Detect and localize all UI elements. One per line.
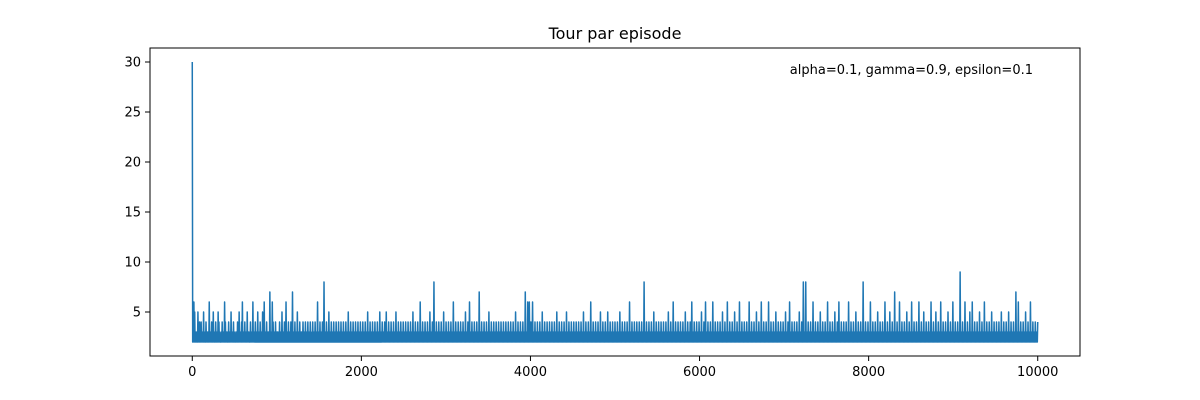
y-tick-label: 30 xyxy=(124,56,141,71)
series-group xyxy=(191,61,1039,343)
x-tick-label: 4000 xyxy=(514,365,547,380)
x-tick-label: 8000 xyxy=(852,365,885,380)
x-axis: 0 2000 4000 6000 8000 10000 xyxy=(188,356,1058,380)
x-tick-label: 6000 xyxy=(683,365,716,380)
y-tick-label: 5 xyxy=(133,306,141,321)
y-tick-label: 15 xyxy=(124,206,141,221)
y-tick-label: 10 xyxy=(124,256,141,271)
y-tick-label: 20 xyxy=(124,156,141,171)
x-tick-label: 2000 xyxy=(345,365,378,380)
y-axis: 5 10 15 20 25 30 xyxy=(124,56,150,321)
parameter-annotation: alpha=0.1, gamma=0.9, epsilon=0.1 xyxy=(790,63,1033,78)
plot-frame xyxy=(149,47,1081,357)
x-tick-label: 10000 xyxy=(1017,365,1058,380)
y-tick-label: 25 xyxy=(124,106,141,121)
chart-title: Tour par episode xyxy=(548,24,682,43)
x-tick-label: 0 xyxy=(188,365,196,380)
series-line-0 xyxy=(191,61,1039,343)
